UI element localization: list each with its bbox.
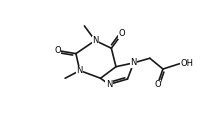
- Text: N: N: [130, 58, 137, 67]
- Text: O: O: [154, 80, 161, 89]
- Text: N: N: [77, 66, 83, 75]
- Text: OH: OH: [181, 59, 194, 68]
- Text: O: O: [119, 29, 126, 38]
- Text: O: O: [54, 46, 61, 55]
- Text: N: N: [92, 36, 98, 45]
- Text: N: N: [106, 80, 112, 89]
